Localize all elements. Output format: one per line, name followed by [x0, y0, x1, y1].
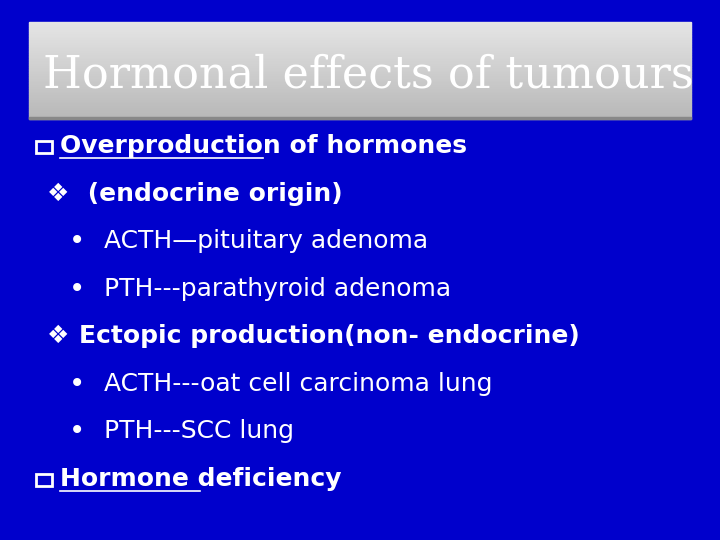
Bar [29, 59, 691, 60]
Bar [29, 78, 691, 80]
Bar [29, 26, 691, 28]
Bar [29, 33, 691, 35]
Bar [29, 49, 691, 51]
Bar [29, 93, 691, 94]
Bar [29, 98, 691, 99]
Bar [29, 70, 691, 72]
Bar [29, 90, 691, 91]
Bar [29, 65, 691, 67]
Bar [29, 77, 691, 78]
Bar [29, 28, 691, 30]
Text: ❖: ❖ [47, 182, 69, 206]
Bar [29, 35, 691, 36]
Bar [29, 104, 691, 106]
Bar [36, 474, 52, 486]
Bar [29, 69, 691, 70]
Text: PTH---parathyroid adenoma: PTH---parathyroid adenoma [96, 277, 451, 301]
Bar [29, 107, 691, 109]
Bar [29, 67, 691, 69]
Bar [29, 103, 691, 104]
Bar [29, 96, 691, 98]
Bar [29, 75, 691, 77]
Bar [29, 85, 691, 86]
Bar [29, 51, 691, 52]
Bar [29, 72, 691, 73]
Bar [29, 38, 691, 39]
Text: •: • [68, 227, 85, 255]
Text: ACTH---oat cell carcinoma lung: ACTH---oat cell carcinoma lung [96, 372, 492, 396]
Bar [29, 22, 691, 23]
Bar [29, 88, 691, 90]
Bar [29, 46, 691, 48]
Bar [29, 83, 691, 85]
Text: PTH---SCC lung: PTH---SCC lung [96, 420, 294, 443]
Bar [29, 43, 691, 44]
Bar [29, 54, 691, 56]
Text: ACTH—pituitary adenoma: ACTH—pituitary adenoma [96, 230, 428, 253]
Bar [29, 23, 691, 25]
Bar [29, 64, 691, 65]
Bar [29, 31, 691, 33]
Bar [29, 82, 691, 83]
Bar [29, 91, 691, 93]
Text: •: • [68, 370, 85, 398]
Bar [29, 114, 691, 116]
Bar [29, 99, 691, 101]
Bar [29, 101, 691, 103]
Text: Hormone deficiency: Hormone deficiency [60, 467, 342, 491]
Bar [29, 117, 691, 119]
Bar [29, 36, 691, 38]
Bar [29, 94, 691, 96]
Bar [29, 60, 691, 62]
Bar [29, 41, 691, 43]
Bar [29, 106, 691, 107]
Bar [29, 109, 691, 111]
Text: Hormonal effects of tumours: Hormonal effects of tumours [43, 53, 694, 97]
Bar [29, 112, 691, 114]
Bar [29, 44, 691, 46]
Bar [29, 111, 691, 112]
Bar [29, 62, 691, 64]
Text: (endocrine origin): (endocrine origin) [79, 182, 343, 206]
Text: •: • [68, 417, 85, 446]
Bar [29, 56, 691, 57]
Bar [29, 48, 691, 49]
Bar [29, 30, 691, 31]
Bar [29, 73, 691, 75]
Text: Overproduction of hormones: Overproduction of hormones [60, 134, 467, 158]
Bar [36, 141, 52, 153]
Text: Ectopic production(non- endocrine): Ectopic production(non- endocrine) [79, 325, 580, 348]
Bar [29, 86, 691, 88]
Bar [29, 39, 691, 41]
Bar [29, 57, 691, 59]
Bar [29, 80, 691, 82]
Text: •: • [68, 275, 85, 303]
Bar [29, 25, 691, 26]
Bar [29, 117, 691, 119]
Text: ❖: ❖ [47, 325, 69, 348]
Bar [29, 52, 691, 54]
Bar [29, 116, 691, 117]
